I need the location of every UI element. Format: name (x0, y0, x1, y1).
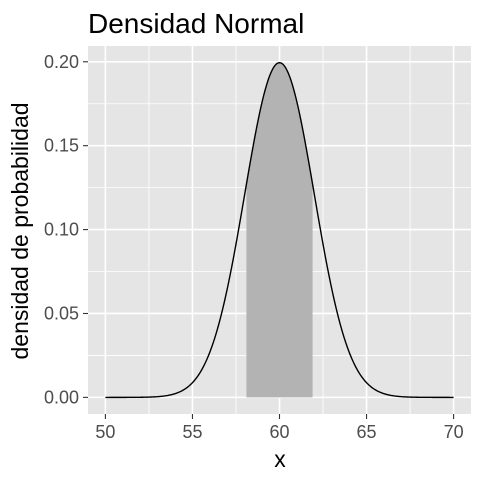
x-axis-title: x (274, 446, 286, 472)
y-tick-label: 0.05 (44, 303, 79, 323)
x-axis: 50 55 60 65 70 (95, 414, 464, 442)
chart-title: Densidad Normal (88, 8, 304, 39)
y-tick-label: 0.10 (44, 220, 79, 240)
y-tick-label: 0.15 (44, 136, 79, 156)
x-tick-label: 65 (357, 422, 377, 442)
density-curve (105, 61, 454, 399)
x-tick-label: 70 (444, 422, 464, 442)
y-tick-label: 0.00 (44, 387, 79, 407)
shaded-area (246, 62, 313, 398)
y-axis-title: densidad de probabilidad (7, 102, 33, 359)
x-tick-label: 60 (269, 422, 289, 442)
y-tick-label: 0.20 (44, 52, 79, 72)
x-tick-label: 50 (95, 422, 115, 442)
y-axis: 0.00 0.05 0.10 0.15 0.20 (44, 52, 88, 407)
x-tick-label: 55 (182, 422, 202, 442)
